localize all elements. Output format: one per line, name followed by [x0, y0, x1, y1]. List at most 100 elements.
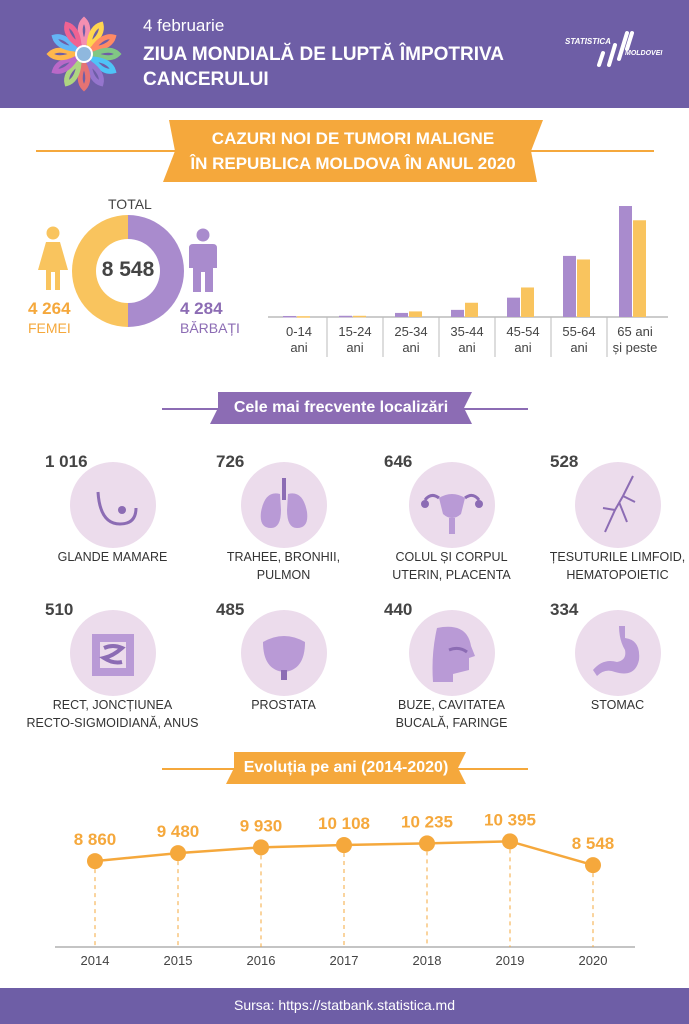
- bar-tick-label: și peste: [613, 340, 658, 355]
- localization-value: 510: [45, 600, 74, 619]
- bar-female-5: [577, 259, 590, 317]
- male-figure-icon: [189, 228, 217, 292]
- bar-tick-label: ani: [514, 340, 531, 355]
- bar-tick-label: ani: [458, 340, 475, 355]
- logo-bars-icon: [597, 31, 634, 67]
- logo-text-1: STATISTICA: [565, 37, 611, 46]
- bladder-icon: [263, 636, 305, 680]
- stomach-icon: [593, 626, 640, 676]
- localization-circle: [241, 462, 327, 548]
- female-figure-icon: [38, 226, 68, 290]
- male-label: BĂRBAȚI: [180, 320, 240, 336]
- localization-label-line-1: COLUL ȘI CORPUL: [395, 550, 508, 564]
- x-tick-label: 2019: [496, 953, 525, 968]
- evolution-title-pill: Evoluția pe ani (2014-2020): [226, 752, 466, 784]
- breast-icon: [96, 491, 138, 526]
- bar-male-6: [619, 206, 632, 317]
- bar-female-1: [353, 315, 366, 318]
- data-point: [585, 857, 601, 874]
- localization-label: PROSTATA: [196, 696, 371, 714]
- female-value: 4 264: [28, 299, 71, 318]
- data-label: 10 395: [484, 810, 536, 829]
- footer: Sursa: https://statbank.statistica.md: [0, 988, 689, 1024]
- bar-tick-label: 65 ani: [617, 324, 653, 339]
- localization-circle: [70, 610, 156, 696]
- data-label: 8 860: [74, 830, 117, 849]
- pill-shape: [210, 392, 472, 424]
- bar-tick-label: 45-54: [506, 324, 539, 339]
- female-label: FEMEI: [28, 320, 71, 336]
- data-label: 8 548: [572, 834, 615, 853]
- section-banner: CAZURI NOI DE TUMORI MALIGNE ÎN REPUBLIC…: [163, 120, 543, 182]
- x-tick-label: 2015: [164, 953, 193, 968]
- localization-label: BUZE, CAVITATEA BUCALĂ, FARINGE: [364, 696, 539, 732]
- bar-female-4: [521, 287, 534, 317]
- localization-label-line-1: RECT, JONCȚIUNEA: [52, 698, 173, 712]
- footer-source: Sursa: https://statbank.statistica.md: [234, 997, 455, 1013]
- total-label: TOTAL: [108, 196, 152, 212]
- localization-circle: [409, 610, 495, 696]
- evolution-title: Evoluția pe ani (2014-2020): [243, 759, 449, 776]
- localization-circle: [409, 462, 495, 548]
- lymph-icon: [602, 475, 636, 533]
- total-donut-chart: [72, 215, 184, 327]
- banner-shape: [163, 120, 543, 182]
- localization-label-line-1: STOMAC: [590, 698, 645, 712]
- banner-line-1: CAZURI NOI DE TUMORI MALIGNE: [211, 129, 495, 148]
- localization-circle: [575, 610, 661, 696]
- x-tick-label: 2017: [330, 953, 359, 968]
- data-point: [170, 845, 186, 862]
- localizations-title: Cele mai frecvente localizări: [233, 399, 449, 416]
- logo-text-2: MOLDOVEI: [625, 50, 663, 57]
- localization-value: 334: [550, 600, 579, 619]
- bar-tick-label: ani: [570, 340, 587, 355]
- evolution-line-chart: 8 860 2014 9 480 2015 9 930 2016 10 108 2017 10 …: [55, 810, 635, 968]
- x-tick-label: 2016: [247, 953, 276, 968]
- bar-female-2: [409, 311, 422, 317]
- localization-value: 485: [216, 600, 245, 619]
- localization-label-line-1: BUZE, CAVITATEA: [398, 698, 505, 712]
- data-point: [253, 839, 269, 856]
- bar-tick-label: ani: [346, 340, 363, 355]
- localization-label-line-2: RECTO-SIGMOIDIANĂ, ANUS: [26, 716, 199, 730]
- localization-value: 528: [550, 452, 579, 471]
- header-date: 4 februarie: [143, 16, 225, 35]
- localization-circle: [575, 462, 661, 548]
- localization-circle: [241, 610, 327, 696]
- x-tick-label: 2020: [579, 953, 608, 968]
- localization-label: GLANDE MAMARE: [25, 548, 200, 566]
- bar-male-5: [563, 255, 576, 317]
- statistica-logo: STATISTICA MOLDOVEI: [555, 25, 675, 75]
- male-value: 4 284: [180, 299, 223, 318]
- localization-label: STOMAC: [530, 696, 689, 714]
- data-point: [502, 833, 518, 850]
- localization-label: RECT, JONCȚIUNEA RECTO-SIGMOIDIANĂ, ANUS: [25, 696, 200, 732]
- localization-value: 646: [384, 452, 413, 471]
- bar-tick-label: 55-64: [562, 324, 595, 339]
- ribbons-logo-icon: [46, 16, 122, 92]
- donut-male-segment: [128, 215, 184, 327]
- title-line-1: ZIUA MONDIALĂ DE LUPTĂ ÎMPOTRIVA: [143, 44, 504, 65]
- localization-value: 1 016: [45, 452, 88, 471]
- localization-label-line-1: TRAHEE, BRONHII,: [226, 550, 341, 564]
- localization-value: 440: [384, 600, 413, 619]
- banner-line-2: ÎN REPUBLICA MOLDOVA ÎN ANUL 2020: [190, 154, 516, 173]
- localization-label-line-1: PROSTATA: [251, 698, 316, 712]
- data-point: [419, 835, 435, 852]
- data-point: [336, 837, 352, 854]
- localization-label: ȚESUTURILE LIMFOID, HEMATOPOIETIC: [530, 548, 689, 584]
- bar-female-3: [465, 302, 478, 317]
- data-label: 9 930: [240, 816, 283, 835]
- x-tick-label: 2018: [413, 953, 442, 968]
- bar-male-1: [339, 315, 352, 318]
- intestine-icon: [92, 634, 134, 676]
- age-bar-chart: 0-14ani15-24ani25-34ani35-44ani45-54ani5…: [268, 206, 668, 357]
- data-label: 9 480: [157, 822, 200, 841]
- bar-male-0: [283, 315, 296, 318]
- bar-male-2: [395, 312, 408, 317]
- head-icon: [432, 626, 475, 682]
- bar-tick-label: 0-14: [286, 324, 312, 339]
- bar-tick-label: 25-34: [394, 324, 427, 339]
- localization-label-line-2: PULMON: [256, 568, 311, 582]
- data-point: [87, 853, 103, 870]
